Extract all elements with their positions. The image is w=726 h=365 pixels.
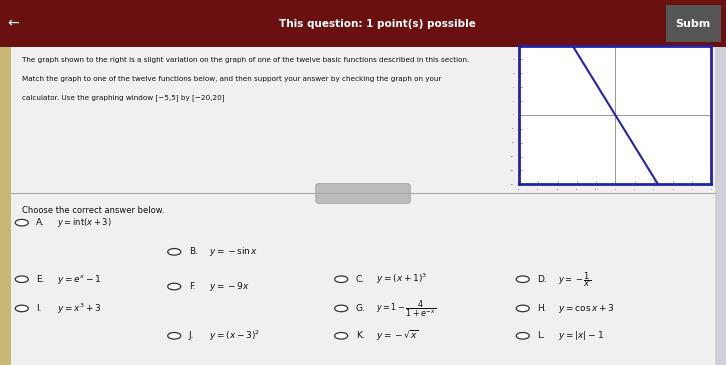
FancyBboxPatch shape <box>0 0 726 47</box>
Circle shape <box>15 219 28 226</box>
Text: L.: L. <box>537 331 545 340</box>
Text: $y = |x|-1$: $y = |x|-1$ <box>558 329 603 342</box>
FancyBboxPatch shape <box>0 47 13 365</box>
Text: $y = \cos x + 3$: $y = \cos x + 3$ <box>558 302 614 315</box>
Circle shape <box>15 305 28 312</box>
Text: $y = -\dfrac{1}{x}$: $y = -\dfrac{1}{x}$ <box>558 270 591 288</box>
Text: J.: J. <box>189 331 195 340</box>
Circle shape <box>335 333 348 339</box>
Circle shape <box>516 305 529 312</box>
Text: calculator. Use the graphing window [−5,5] by [−20,20]: calculator. Use the graphing window [−5,… <box>22 95 224 101</box>
Circle shape <box>15 276 28 283</box>
Text: $y = 1-\dfrac{4}{1+e^{-x}}$: $y = 1-\dfrac{4}{1+e^{-x}}$ <box>376 298 436 319</box>
Text: B.: B. <box>189 247 197 256</box>
Text: $y = e^x - 1$: $y = e^x - 1$ <box>57 273 101 286</box>
Text: This question: 1 point(s) possible: This question: 1 point(s) possible <box>279 19 476 29</box>
Circle shape <box>516 276 529 283</box>
Text: A.: A. <box>36 218 45 227</box>
Text: $y = (x+1)^3$: $y = (x+1)^3$ <box>376 272 428 287</box>
Text: H.: H. <box>537 304 547 313</box>
Text: F.: F. <box>189 282 195 291</box>
Circle shape <box>335 276 348 283</box>
Circle shape <box>168 283 181 290</box>
FancyBboxPatch shape <box>316 184 410 203</box>
Circle shape <box>168 249 181 255</box>
Text: $y = -\sqrt{x}$: $y = -\sqrt{x}$ <box>376 328 419 343</box>
Text: $y = \mathrm{int}(x+3)$: $y = \mathrm{int}(x+3)$ <box>57 216 111 229</box>
Text: E.: E. <box>36 275 45 284</box>
FancyBboxPatch shape <box>11 47 715 365</box>
Text: G.: G. <box>356 304 366 313</box>
Text: The graph shown to the right is a slight variation on the graph of one of the tw: The graph shown to the right is a slight… <box>22 57 469 62</box>
Text: D.: D. <box>537 275 547 284</box>
Text: K.: K. <box>356 331 364 340</box>
Circle shape <box>168 333 181 339</box>
Text: Match the graph to one of the twelve functions below, and then support your answ: Match the graph to one of the twelve fun… <box>22 76 441 81</box>
Text: Choose the correct answer below.: Choose the correct answer below. <box>22 206 164 215</box>
Text: $y = x^3 + 3$: $y = x^3 + 3$ <box>57 301 101 316</box>
Circle shape <box>335 305 348 312</box>
Circle shape <box>516 333 529 339</box>
Text: I.: I. <box>36 304 42 313</box>
Text: $y = -\sin x$: $y = -\sin x$ <box>209 245 258 258</box>
FancyBboxPatch shape <box>666 5 721 42</box>
Text: Subm: Subm <box>676 19 711 29</box>
Text: C.: C. <box>356 275 365 284</box>
Text: ←: ← <box>7 17 19 31</box>
Text: $y = -9x$: $y = -9x$ <box>209 280 250 293</box>
Text: $y = (x-3)^2$: $y = (x-3)^2$ <box>209 328 261 343</box>
